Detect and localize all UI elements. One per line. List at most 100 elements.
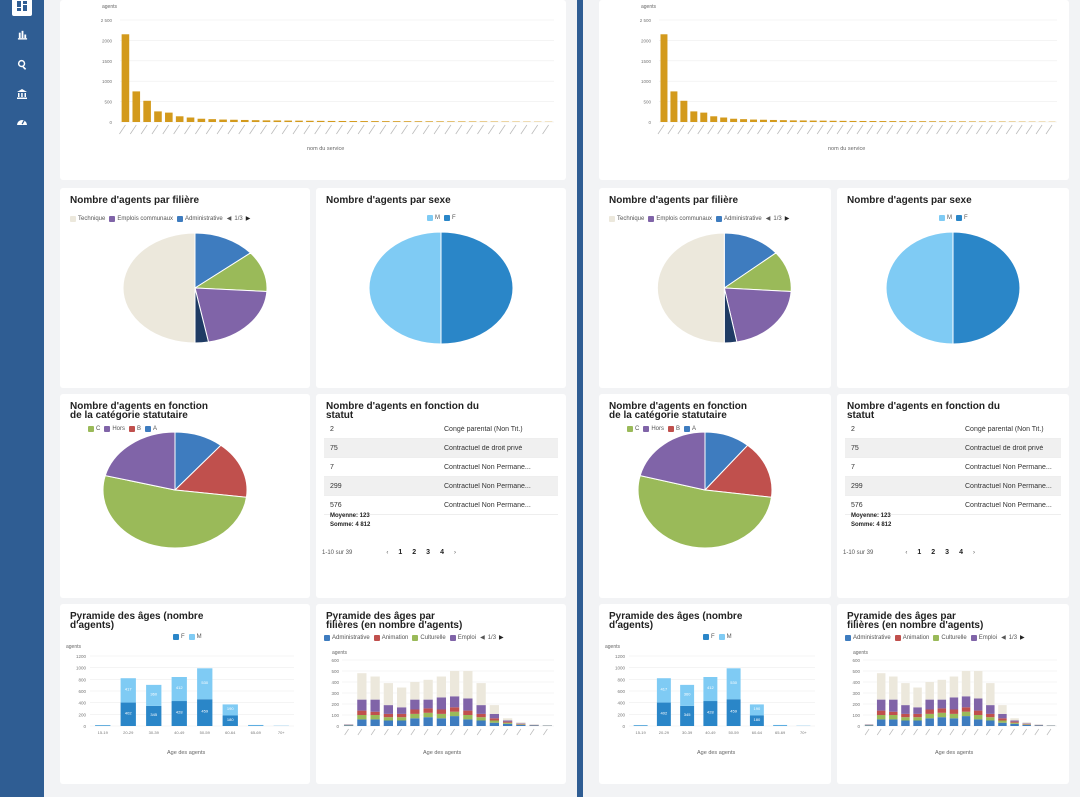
bar-chart-icon[interactable] — [12, 24, 32, 44]
bar[interactable] — [327, 120, 336, 122]
stack-segment[interactable] — [1010, 720, 1019, 722]
bar[interactable] — [197, 118, 206, 122]
stack-segment[interactable] — [876, 673, 886, 700]
bar[interactable] — [392, 121, 401, 122]
legend-item[interactable]: Animation — [894, 634, 929, 641]
bar[interactable] — [306, 120, 314, 122]
bar[interactable] — [251, 120, 260, 122]
stack-segment[interactable] — [937, 712, 947, 718]
table-row[interactable]: 576 Contractuel Non Permane... — [845, 496, 1061, 515]
stack-segment[interactable] — [973, 671, 983, 699]
stack-segment[interactable] — [961, 711, 971, 717]
bar[interactable] — [382, 121, 390, 122]
pagination-page[interactable]: 4 — [959, 549, 963, 556]
legend-item[interactable]: Culturelle — [933, 634, 967, 641]
stack-segment[interactable] — [937, 708, 947, 713]
stack-segment[interactable] — [436, 709, 447, 714]
stack-segment[interactable] — [937, 679, 947, 700]
stack-segment[interactable] — [516, 724, 526, 725]
bar[interactable] — [879, 121, 887, 122]
stack-segment[interactable] — [998, 718, 1007, 721]
stack-segment[interactable] — [901, 705, 910, 714]
legend-item[interactable]: M — [939, 215, 952, 221]
legend-item[interactable]: Technique — [70, 215, 105, 222]
bar-f[interactable] — [703, 701, 718, 726]
stack-segment[interactable] — [889, 699, 898, 712]
stack-segment[interactable] — [436, 713, 447, 719]
stack-segment[interactable] — [396, 713, 407, 718]
legend-item[interactable]: C — [627, 426, 639, 432]
stack-segment[interactable] — [973, 715, 983, 720]
stack-segment[interactable] — [949, 718, 959, 726]
stack-segment[interactable] — [937, 699, 947, 709]
stack-segment[interactable] — [410, 699, 420, 710]
stack-segment[interactable] — [913, 720, 922, 727]
stack-segment[interactable] — [423, 699, 433, 709]
bar[interactable] — [154, 111, 162, 122]
bar-m[interactable] — [680, 684, 695, 706]
bar[interactable] — [436, 121, 444, 122]
bar-m[interactable] — [222, 704, 238, 716]
bar[interactable] — [819, 120, 827, 122]
legend-item[interactable]: Emplois communaux — [109, 215, 173, 222]
bar[interactable] — [273, 120, 282, 122]
stack-segment[interactable] — [410, 682, 420, 700]
stack-segment[interactable] — [998, 720, 1007, 723]
bar[interactable] — [295, 120, 303, 122]
legend-next-icon[interactable]: ▶ — [784, 216, 790, 222]
bar[interactable] — [710, 116, 718, 122]
pie-slice[interactable] — [637, 474, 773, 549]
stack-segment[interactable] — [864, 725, 874, 726]
stack-segment[interactable] — [998, 705, 1007, 714]
bar-f[interactable] — [680, 705, 695, 726]
bar[interactable] — [121, 34, 130, 122]
bar[interactable] — [720, 117, 728, 122]
stack-segment[interactable] — [357, 719, 367, 726]
stack-segment[interactable] — [410, 713, 420, 719]
legend-item[interactable]: Technique — [609, 215, 644, 222]
stack-segment[interactable] — [529, 724, 539, 725]
legend-item[interactable]: Hors — [643, 426, 664, 432]
bar[interactable] — [186, 117, 195, 122]
legend-next-icon[interactable]: ▶ — [245, 216, 251, 222]
stack-segment[interactable] — [502, 720, 513, 722]
stack-segment[interactable] — [463, 698, 473, 711]
bar[interactable] — [240, 119, 249, 122]
bar[interactable] — [789, 120, 797, 122]
stack-segment[interactable] — [357, 715, 367, 720]
stack-segment[interactable] — [489, 720, 500, 723]
stack-segment[interactable] — [410, 718, 420, 726]
bar[interactable] — [899, 121, 907, 122]
bar[interactable] — [670, 91, 678, 122]
legend-item[interactable]: F — [956, 215, 968, 221]
stack-segment[interactable] — [889, 715, 898, 720]
bar[interactable] — [978, 121, 986, 122]
stack-segment[interactable] — [476, 713, 486, 718]
bar[interactable] — [958, 121, 966, 122]
bar[interactable] — [889, 121, 897, 122]
bar[interactable] — [338, 120, 347, 122]
stack-segment[interactable] — [370, 699, 380, 712]
pie-slice[interactable] — [440, 231, 514, 345]
bar[interactable] — [165, 112, 173, 122]
stack-segment[interactable] — [901, 717, 910, 721]
bar-m[interactable] — [726, 668, 741, 700]
legend-item[interactable]: F — [173, 634, 185, 640]
stack-segment[interactable] — [343, 725, 354, 726]
stack-segment[interactable] — [973, 719, 983, 726]
stack-segment[interactable] — [876, 715, 886, 720]
legend-item[interactable]: Administrative — [324, 634, 370, 641]
stack-segment[interactable] — [396, 720, 407, 727]
bar-f[interactable] — [656, 702, 671, 726]
stack-segment[interactable] — [396, 707, 407, 714]
stack-segment[interactable] — [949, 709, 959, 714]
bar[interactable] — [700, 112, 708, 122]
legend-item[interactable]: F — [703, 634, 715, 640]
stack-segment[interactable] — [889, 711, 898, 715]
bar-m[interactable] — [120, 678, 136, 703]
bar[interactable] — [939, 121, 947, 122]
stack-segment[interactable] — [370, 719, 380, 726]
bar[interactable] — [750, 119, 758, 122]
bar[interactable] — [829, 120, 837, 122]
stack-segment[interactable] — [949, 676, 959, 698]
